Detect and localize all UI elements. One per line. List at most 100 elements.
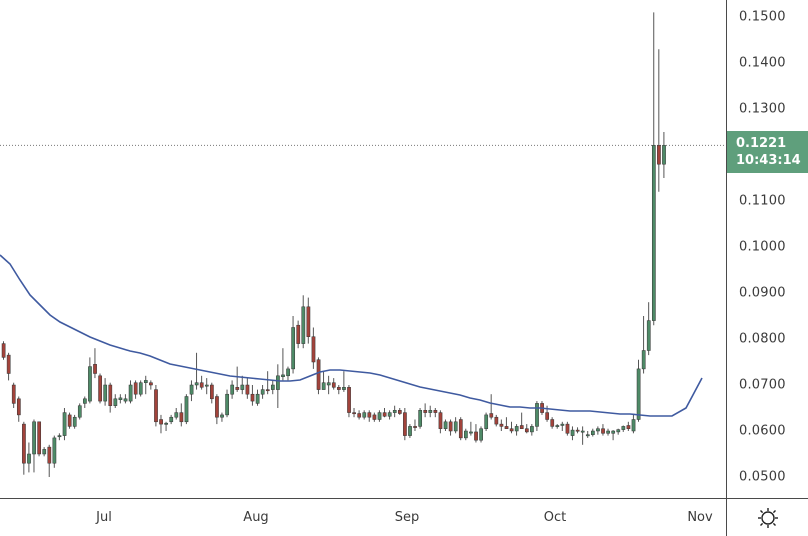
candle [530, 426, 534, 433]
candle [601, 428, 605, 434]
countdown-timer: 10:43:14 [736, 153, 801, 168]
price-tick-label: 0.1400 [739, 55, 786, 71]
candle [1, 343, 6, 358]
candle [103, 384, 108, 402]
candle [606, 430, 610, 434]
candle [372, 414, 377, 420]
candle [392, 410, 397, 413]
moving-average-line [0, 254, 703, 417]
candle [143, 380, 148, 383]
candle [596, 428, 600, 432]
time-tick-label: Aug [243, 510, 269, 525]
candle [565, 423, 570, 434]
candle [316, 359, 321, 390]
candlestick-chart [0, 12, 726, 477]
candle [138, 382, 143, 395]
candle [626, 425, 631, 429]
candle [174, 412, 179, 418]
candle [428, 410, 433, 413]
candle [504, 426, 509, 429]
candle [265, 389, 270, 392]
price-tick-label: 0.0700 [739, 377, 786, 393]
time-tick-label: Sep [394, 510, 420, 525]
candle [93, 364, 97, 374]
candle [98, 375, 102, 402]
candle [276, 375, 280, 390]
price-tick-label: 0.1300 [739, 101, 786, 117]
candle [210, 384, 214, 400]
candle [47, 446, 52, 464]
candle [32, 421, 36, 455]
candle [453, 421, 458, 432]
candle [220, 414, 224, 418]
candle [641, 350, 646, 370]
candle [245, 384, 250, 395]
candles-group [1, 12, 666, 477]
candle [479, 428, 483, 441]
candle [301, 306, 306, 344]
candle [535, 403, 539, 427]
chart-settings-button[interactable] [726, 498, 808, 536]
candle [199, 382, 204, 388]
candle [67, 414, 72, 427]
candle [352, 412, 356, 415]
price-tick-label: 0.1500 [739, 9, 786, 25]
candle [108, 384, 113, 406]
candle [113, 398, 118, 406]
candle [306, 306, 311, 337]
candle [611, 430, 616, 434]
candle [179, 412, 184, 423]
candle [408, 426, 412, 436]
candle [357, 413, 362, 418]
candle [22, 423, 26, 464]
candle [159, 419, 163, 425]
chart-plot-area[interactable] [0, 0, 726, 498]
candle [342, 387, 346, 390]
candle [458, 419, 463, 439]
price-tick-label: 0.0500 [739, 469, 786, 485]
candle [11, 384, 16, 404]
candle [560, 423, 565, 426]
candle [570, 429, 575, 436]
candle [585, 434, 590, 437]
candle [423, 410, 428, 413]
candle [118, 397, 123, 400]
time-axis[interactable]: Jul Aug Sep Oct Nov [0, 498, 726, 536]
candle [651, 145, 656, 321]
candle [62, 412, 67, 436]
candle [418, 410, 423, 427]
candle [382, 412, 387, 417]
candle [281, 374, 285, 377]
candle [438, 412, 443, 429]
time-tick-label: Oct [543, 510, 567, 525]
candle [509, 428, 514, 432]
candle [189, 384, 194, 395]
candle [524, 428, 529, 433]
candle [621, 426, 626, 430]
candle [286, 368, 290, 377]
candle [194, 382, 199, 386]
candle [448, 421, 453, 432]
candle [326, 382, 331, 386]
candle [474, 431, 478, 441]
last-price-value: 0.1221 [736, 136, 787, 151]
candle [662, 145, 666, 165]
candle [499, 423, 504, 427]
candle [321, 382, 326, 390]
price-tick-label: 0.1000 [739, 239, 786, 255]
candle [311, 336, 316, 363]
candle [240, 384, 245, 390]
candle [331, 382, 336, 388]
candle [270, 384, 275, 390]
candle [443, 421, 448, 429]
price-tick-label: 0.0800 [739, 331, 786, 347]
candle [514, 426, 519, 432]
candle [484, 414, 489, 429]
candle [494, 416, 499, 425]
candle [169, 416, 174, 423]
candle [133, 382, 138, 395]
candle [6, 354, 11, 374]
candle [250, 393, 255, 402]
candle [636, 368, 641, 420]
price-axis[interactable]: 0.1500 0.1400 0.1300 0.1100 0.1000 0.0900 0.08… [726, 0, 808, 498]
